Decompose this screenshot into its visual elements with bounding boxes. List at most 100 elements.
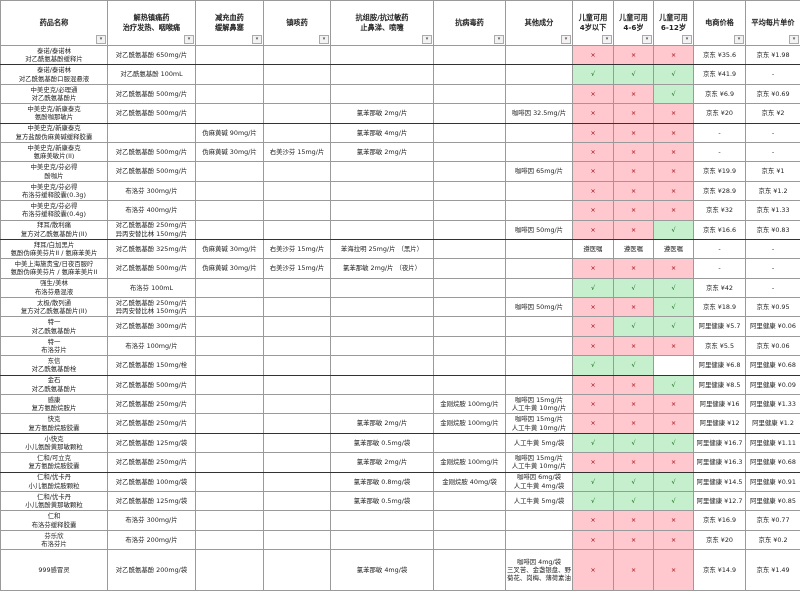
cell-antipyretic[interactable]: 布洛芬 300mg/片: [107, 510, 196, 531]
cell-unit-price[interactable]: 阿里健康 ¥1.11: [745, 432, 800, 454]
cell-child-under-4[interactable]: ×: [572, 161, 614, 182]
cell-child-6-12[interactable]: ×: [653, 394, 694, 415]
cell-other-ingredients[interactable]: 咖啡因 4mg/袋 三叉苦、金盏银盘、野菊花、岗梅、薄荷素油: [505, 549, 573, 592]
cell-other-ingredients[interactable]: 人工牛黄 5mg/袋: [505, 432, 573, 454]
cell-child-under-4[interactable]: ×: [572, 510, 614, 531]
cell-child-under-4[interactable]: √: [572, 432, 614, 454]
cell-antihistamine[interactable]: [330, 64, 434, 85]
filter-dropdown-icon[interactable]: ▾: [561, 35, 571, 44]
cell-child-6-12[interactable]: √: [653, 219, 694, 240]
cell-ecommerce-price[interactable]: 京东 ¥18.9: [693, 297, 746, 318]
cell-child-under-4[interactable]: √: [572, 355, 614, 376]
cell-antitussive[interactable]: [263, 180, 331, 202]
cell-drug-name[interactable]: 东信 对乙酰氨基酚栓: [0, 355, 108, 376]
cell-drug-name[interactable]: 中美史克/芬必得 酚咖片: [0, 161, 108, 182]
cell-antipyretic[interactable]: 对乙酰氨基酚 100mL: [107, 64, 196, 85]
cell-antitussive[interactable]: [263, 355, 331, 376]
cell-drug-name[interactable]: 中美上海施贵宝/日夜百服咛 氨酚伪麻美芬片 / 氨麻苯美片II: [0, 258, 108, 279]
cell-child-6-12[interactable]: √: [653, 297, 694, 318]
cell-ecommerce-price[interactable]: 阿里健康 ¥16.7: [693, 432, 746, 454]
cell-antiviral[interactable]: [433, 161, 506, 182]
cell-decongestant[interactable]: [195, 316, 264, 337]
cell-other-ingredients[interactable]: 咖啡因 65mg/片: [505, 161, 573, 182]
cell-decongestant[interactable]: [195, 83, 264, 105]
cell-antipyretic[interactable]: 布洛芬 100mg/片: [107, 335, 196, 357]
cell-child-under-4[interactable]: ×: [572, 219, 614, 240]
cell-antipyretic[interactable]: 对乙酰氨基酚 500mg/片: [107, 161, 196, 182]
cell-other-ingredients[interactable]: [505, 374, 573, 396]
cell-child-6-12[interactable]: ×: [653, 122, 694, 143]
cell-drug-name[interactable]: 中美史克/新康泰克 氨酚咖那敏片: [0, 103, 108, 124]
cell-unit-price[interactable]: 京东 ¥0.77: [745, 510, 800, 531]
cell-ecommerce-price[interactable]: 阿里健康 ¥16.3: [693, 452, 746, 473]
cell-antiviral[interactable]: [433, 258, 506, 279]
cell-other-ingredients[interactable]: 咖啡因 50mg/片: [505, 297, 573, 318]
cell-unit-price[interactable]: 阿里健康 ¥0.68: [745, 355, 800, 376]
cell-decongestant[interactable]: [195, 432, 264, 454]
cell-child-under-4[interactable]: ×: [572, 141, 614, 163]
cell-antihistamine[interactable]: [330, 200, 434, 221]
cell-decongestant[interactable]: [195, 510, 264, 531]
cell-child-4-6[interactable]: ×: [613, 529, 654, 551]
cell-child-6-12[interactable]: ×: [653, 452, 694, 473]
cell-unit-price[interactable]: 阿里健康 ¥0.85: [745, 490, 800, 512]
cell-decongestant[interactable]: [195, 64, 264, 85]
cell-decongestant[interactable]: [195, 180, 264, 202]
cell-decongestant[interactable]: [195, 335, 264, 357]
cell-decongestant[interactable]: [195, 103, 264, 124]
cell-antipyretic[interactable]: 布洛芬 400mg/片: [107, 200, 196, 221]
cell-drug-name[interactable]: 太极/散列通 复方对乙酰氨基酚片(II): [0, 297, 108, 318]
cell-other-ingredients[interactable]: [505, 335, 573, 357]
cell-ecommerce-price[interactable]: 京东 ¥32: [693, 200, 746, 221]
cell-antihistamine[interactable]: [330, 297, 434, 318]
cell-child-4-6[interactable]: √: [613, 471, 654, 492]
cell-child-under-4[interactable]: √: [572, 471, 614, 492]
cell-antiviral[interactable]: [433, 529, 506, 551]
cell-child-4-6[interactable]: ×: [613, 297, 654, 318]
cell-antitussive[interactable]: [263, 432, 331, 454]
cell-ecommerce-price[interactable]: 阿里健康 ¥6.8: [693, 355, 746, 376]
cell-antipyretic[interactable]: 对乙酰氨基酚 250mg/片: [107, 394, 196, 415]
cell-child-4-6[interactable]: ×: [613, 510, 654, 531]
cell-drug-name[interactable]: 仁和/优卡丹 小儿氨酚黄那敏颗粒: [0, 490, 108, 512]
cell-antitussive[interactable]: [263, 44, 331, 66]
cell-unit-price[interactable]: 阿里健康 ¥0.68: [745, 452, 800, 473]
cell-decongestant[interactable]: [195, 374, 264, 396]
cell-antihistamine[interactable]: 氯苯那敏 0.5mg/袋: [330, 490, 434, 512]
cell-antihistamine[interactable]: [330, 44, 434, 66]
cell-antihistamine[interactable]: 苯海拉明 25mg/片 （黑片）: [330, 238, 434, 260]
cell-decongestant[interactable]: 伪麻黄碱 30mg/片: [195, 238, 264, 260]
cell-antiviral[interactable]: [433, 180, 506, 202]
cell-drug-name[interactable]: 拜耳/白加黑片 氨酚伪麻美芬片II / 氨麻苯美片: [0, 238, 108, 260]
cell-antiviral[interactable]: 金刚烷胺 100mg/片: [433, 394, 506, 415]
cell-drug-name[interactable]: 强生/美林 布洛芬悬混液: [0, 277, 108, 299]
cell-ecommerce-price[interactable]: 阿里健康 ¥12: [693, 413, 746, 434]
cell-antihistamine[interactable]: [330, 355, 434, 376]
cell-ecommerce-price[interactable]: 京东 ¥16.9: [693, 510, 746, 531]
filter-dropdown-icon[interactable]: ▾: [789, 35, 799, 44]
cell-child-6-12[interactable]: ×: [653, 103, 694, 124]
cell-child-6-12[interactable]: ×: [653, 44, 694, 66]
cell-unit-price[interactable]: 京东 ¥1.98: [745, 44, 800, 66]
cell-drug-name[interactable]: 仁和/可立克 复方氨酚烷胺胶囊: [0, 452, 108, 473]
cell-antihistamine[interactable]: [330, 277, 434, 299]
cell-antihistamine[interactable]: [330, 316, 434, 337]
cell-ecommerce-price[interactable]: 阿里健康 ¥8.5: [693, 374, 746, 396]
cell-ecommerce-price[interactable]: -: [693, 141, 746, 163]
cell-child-4-6[interactable]: ×: [613, 258, 654, 279]
cell-drug-name[interactable]: 拜耳/散利痛 复方对乙酰氨基酚片(II): [0, 219, 108, 240]
cell-antihistamine[interactable]: 氯苯那敏 4mg/袋: [330, 549, 434, 592]
cell-other-ingredients[interactable]: [505, 277, 573, 299]
cell-ecommerce-price[interactable]: 京东 ¥28.9: [693, 180, 746, 202]
cell-antihistamine[interactable]: 氯苯那敏 2mg/片 （夜片）: [330, 258, 434, 279]
cell-child-4-6[interactable]: ×: [613, 141, 654, 163]
cell-child-6-12[interactable]: 遵医嘱: [653, 238, 694, 260]
cell-drug-name[interactable]: 仁和/优卡丹 小儿氨酚烷胺颗粒: [0, 471, 108, 492]
cell-ecommerce-price[interactable]: 阿里健康 ¥16: [693, 394, 746, 415]
cell-child-4-6[interactable]: ×: [613, 452, 654, 473]
cell-antipyretic[interactable]: [107, 122, 196, 143]
cell-unit-price[interactable]: 京东 ¥1.33: [745, 200, 800, 221]
cell-decongestant[interactable]: 伪麻黄碱 90mg/片: [195, 122, 264, 143]
cell-child-6-12[interactable]: [653, 355, 694, 376]
cell-antitussive[interactable]: [263, 394, 331, 415]
